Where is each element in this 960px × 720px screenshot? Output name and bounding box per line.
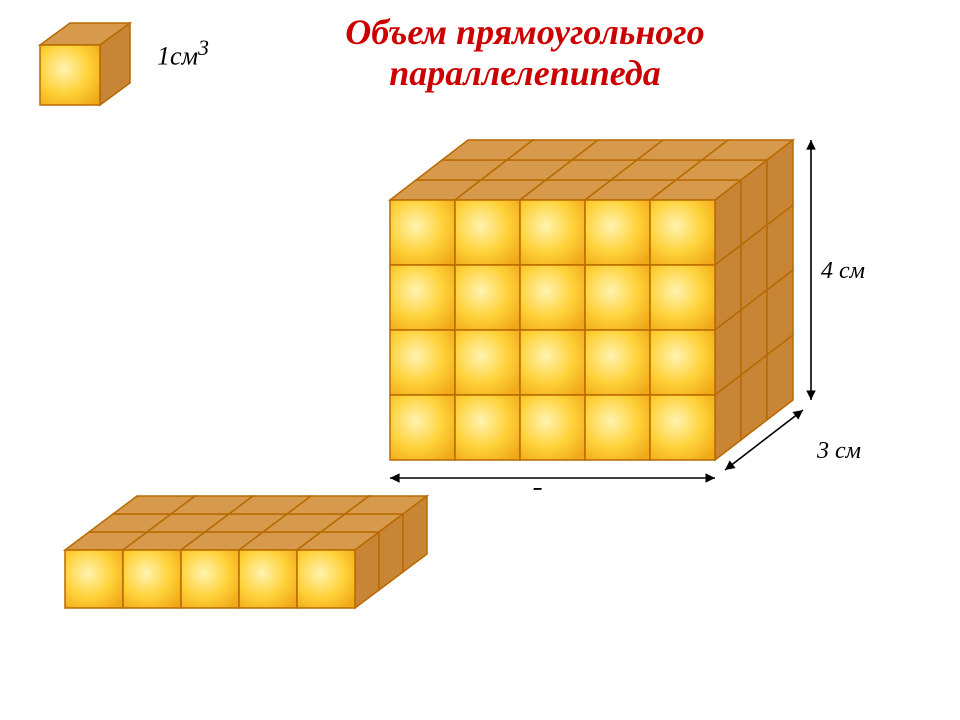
cube-front-face	[650, 265, 715, 330]
unit-label-base: см	[170, 42, 198, 71]
cube-front-face	[181, 550, 239, 608]
cube-front-face	[650, 200, 715, 265]
cube-front-face	[455, 265, 520, 330]
title-line-2: параллелепипеда	[389, 53, 661, 93]
cube-front-face	[65, 550, 123, 608]
cube-front-face	[585, 395, 650, 460]
unit-cube-diagram	[30, 15, 160, 125]
cube-front-face	[390, 395, 455, 460]
cube-front-face	[455, 200, 520, 265]
cube-front-face	[520, 265, 585, 330]
cube-front-face	[585, 200, 650, 265]
cube-front-face	[123, 550, 181, 608]
unit-cube-label: 1см3	[157, 36, 209, 72]
page-title: Объем прямоугольного параллелепипеда	[215, 12, 835, 95]
cube-front-face	[455, 395, 520, 460]
cube-front-face	[520, 330, 585, 395]
cube-front-face	[585, 330, 650, 395]
cube-front-face	[390, 330, 455, 395]
cube-front-face	[390, 265, 455, 330]
large-cuboid-diagram: 5 см 3 см 4 см	[380, 130, 940, 490]
cube-front-face	[40, 45, 100, 105]
width-dimension-label: 5 см	[531, 484, 575, 490]
cube-front-face	[585, 265, 650, 330]
cube-front-face	[520, 200, 585, 265]
cube-front-face	[390, 200, 455, 265]
height-dimension-label: 4 см	[821, 258, 865, 284]
small-cuboid-diagram	[55, 490, 515, 670]
cube-front-face	[650, 330, 715, 395]
title-line-1: Объем прямоугольного	[345, 12, 704, 52]
cube-front-face	[239, 550, 297, 608]
unit-label-exponent: 3	[198, 36, 209, 60]
cube-front-face	[297, 550, 355, 608]
cube-front-face	[520, 395, 585, 460]
cube-front-face	[455, 330, 520, 395]
cube-front-face	[650, 395, 715, 460]
depth-dimension-label: 3 см	[816, 438, 861, 464]
